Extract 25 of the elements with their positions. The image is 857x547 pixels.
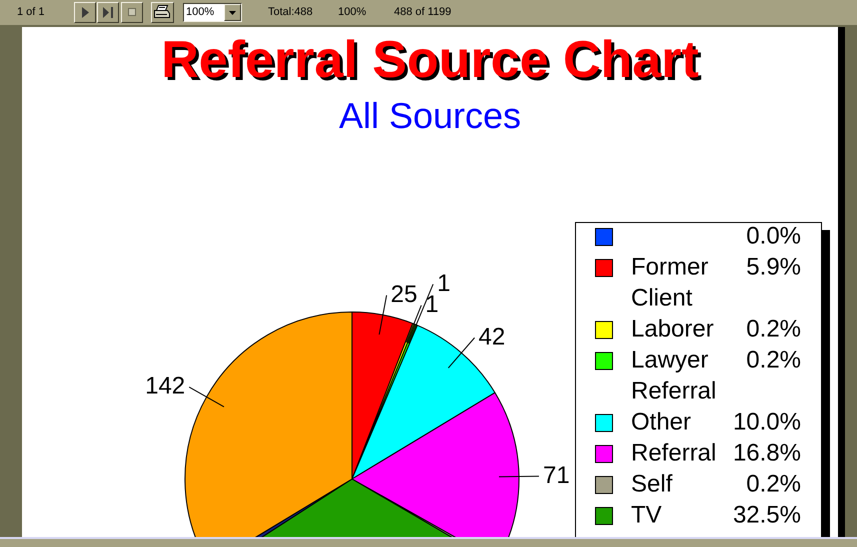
text: 0.0% — [746, 222, 801, 250]
data-label: 25 — [390, 280, 418, 308]
legend-label: Laborer — [631, 316, 714, 343]
data-label: 1 — [425, 290, 439, 318]
legend-label: Referral — [631, 440, 716, 467]
chart-title: Referral Source Chart — [161, 31, 699, 89]
legend-label: Self — [631, 470, 673, 498]
text: 10.0% — [732, 408, 801, 436]
legend-label: Other — [631, 408, 692, 436]
toolbar: 1 of 1 100% Total:488 100% 488 of 1199 — [0, 0, 857, 25]
text: 0.2% — [746, 346, 801, 374]
legend-label: Lawyer Referral — [631, 346, 716, 405]
text: 32.5% — [732, 502, 801, 529]
dropdown: 100% — [183, 3, 242, 22]
text: 16.8% — [732, 440, 801, 467]
text: 0.2% — [746, 316, 801, 343]
legend-label: Former Client — [631, 254, 708, 312]
data-label: 42 — [478, 323, 506, 350]
legend-label: TV — [631, 502, 662, 529]
text: 0.2% — [746, 470, 801, 498]
chart-subtitle: All Sources — [338, 95, 522, 136]
data-label: 142 — [145, 372, 186, 400]
data-label: 71 — [542, 462, 570, 489]
text: 5.9% — [746, 254, 801, 281]
data-label: 1 — [437, 270, 450, 297]
